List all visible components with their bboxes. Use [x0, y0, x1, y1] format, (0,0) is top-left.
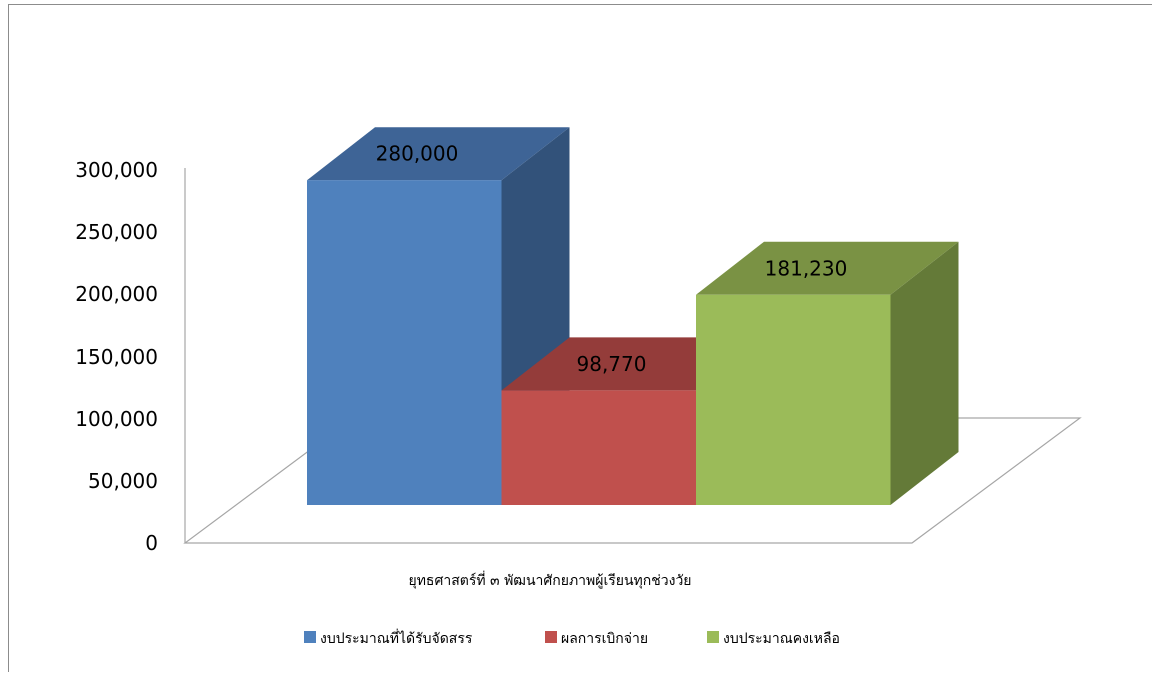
y-tick-label: 300,000 [75, 158, 158, 182]
bar-top-face [307, 127, 570, 181]
data-labels: 280,000 98,770 181,230 [376, 142, 848, 376]
bar-3 [696, 241, 959, 505]
data-label: 280,000 [376, 142, 459, 166]
legend-swatch [707, 631, 719, 643]
x-category-label: ยุทธศาสตร์ที่ ๓ พัฒนาศักยภาพผู้เรียนทุกช… [408, 571, 691, 589]
legend-swatch [545, 631, 557, 643]
y-tick-label: 150,000 [75, 345, 158, 369]
y-tick-label: 50,000 [88, 469, 158, 493]
bar-front-face [501, 390, 696, 505]
bar-side-face [890, 241, 959, 505]
y-tick-label: 200,000 [75, 282, 158, 306]
chart-frame [8, 4, 1152, 672]
y-tick-label: 100,000 [75, 407, 158, 431]
data-label: 98,770 [577, 352, 647, 376]
y-axis: 0 50,000 100,000 150,000 200,000 250,000 300,0… [75, 158, 186, 555]
legend-item: งบประมาณที่ได้รับจัดสรร [304, 629, 473, 647]
legend-label: งบประมาณคงเหลือ [723, 631, 840, 647]
floor-outline [183, 417, 1082, 544]
legend-item: งบประมาณคงเหลือ [707, 631, 840, 647]
legend-item: ผลการเบิกจ่าย [545, 631, 648, 647]
bars [307, 127, 959, 505]
bar-front-face [696, 294, 891, 505]
bar-top-face [696, 241, 959, 295]
chart-floor [183, 417, 1082, 544]
data-label: 181,230 [765, 256, 848, 280]
legend-label: ผลการเบิกจ่าย [561, 631, 648, 647]
legend-swatch [304, 631, 316, 643]
y-tick-label: 0 [145, 531, 158, 555]
y-tick-label: 250,000 [75, 220, 158, 244]
legend-label: งบประมาณที่ได้รับจัดสรร [320, 629, 473, 647]
bar-front-face [307, 180, 502, 505]
legend: งบประมาณที่ได้รับจัดสรร ผลการเบิกจ่าย งบปร… [304, 629, 840, 647]
